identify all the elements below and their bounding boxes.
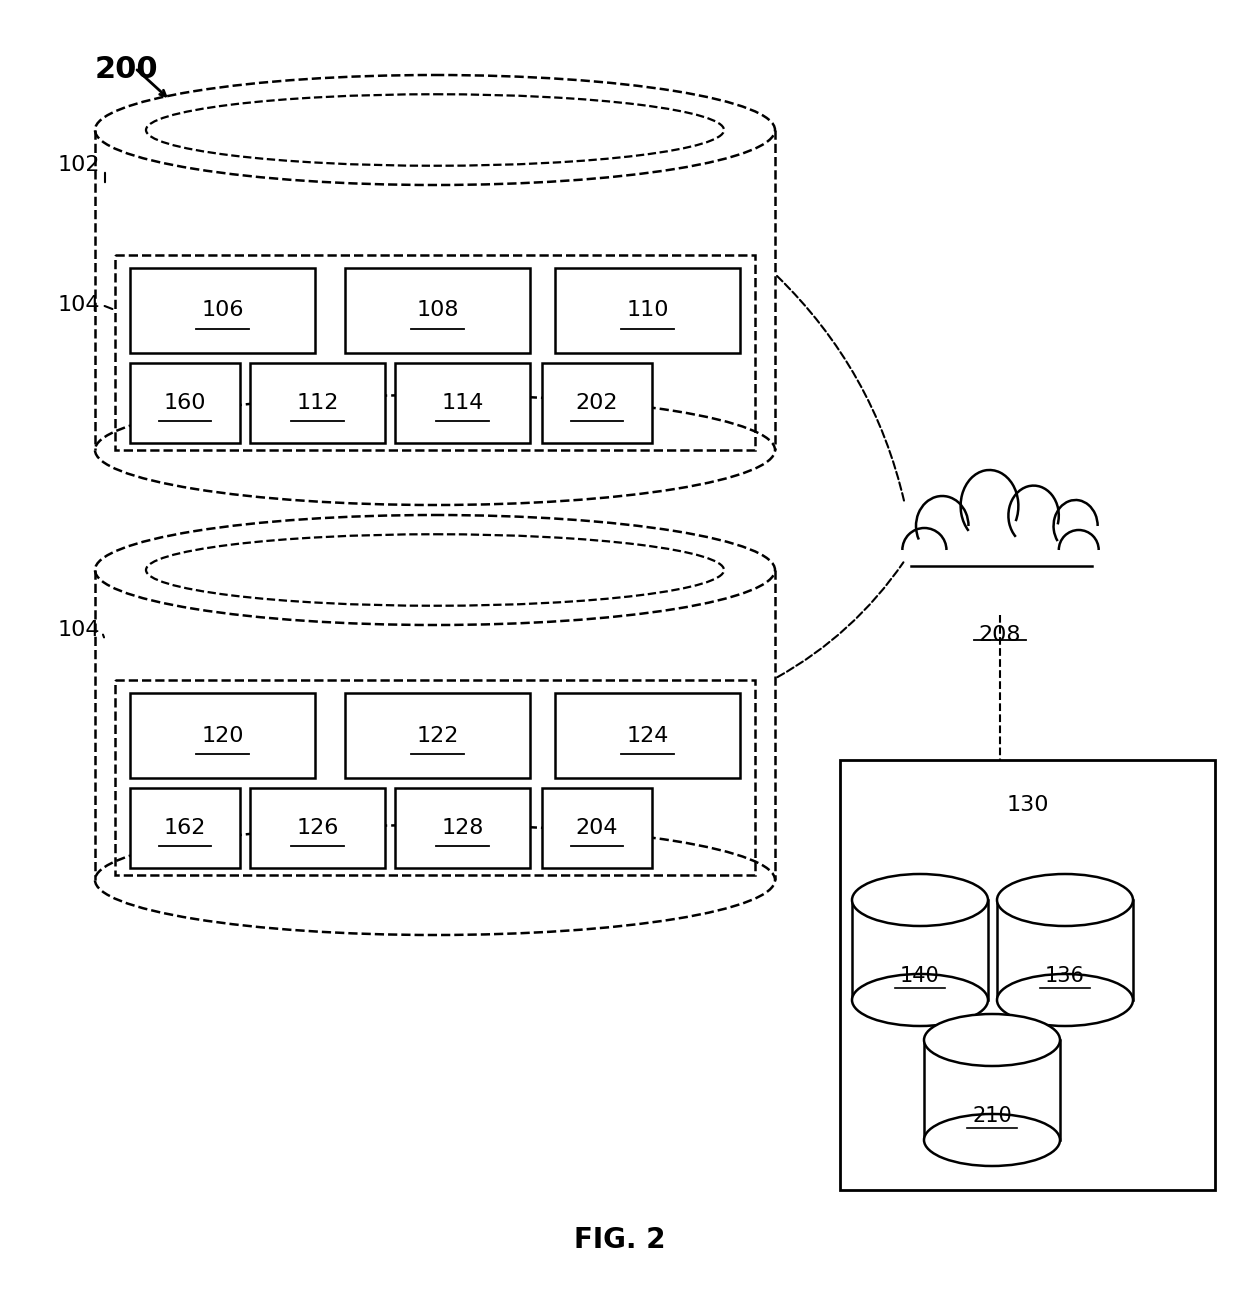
Text: 202: 202 xyxy=(575,393,619,413)
Bar xyxy=(115,680,755,875)
Bar xyxy=(130,363,241,443)
Text: 208: 208 xyxy=(978,625,1022,645)
Ellipse shape xyxy=(95,515,775,625)
Text: 160: 160 xyxy=(164,393,206,413)
Ellipse shape xyxy=(852,975,988,1026)
Text: 204: 204 xyxy=(575,818,619,839)
Ellipse shape xyxy=(997,874,1133,927)
Text: 126: 126 xyxy=(296,818,339,839)
Text: 120: 120 xyxy=(201,726,244,745)
Bar xyxy=(130,693,315,778)
Bar xyxy=(997,899,1133,1001)
Text: 112: 112 xyxy=(296,393,339,413)
Bar xyxy=(556,268,740,353)
Text: 130: 130 xyxy=(1006,794,1049,815)
Bar xyxy=(396,363,529,443)
Text: 124: 124 xyxy=(626,726,668,745)
Text: 210: 210 xyxy=(972,1105,1012,1126)
Text: FIG. 2: FIG. 2 xyxy=(574,1226,666,1255)
Bar xyxy=(852,899,988,1001)
Ellipse shape xyxy=(924,1013,1060,1067)
Bar xyxy=(130,788,241,868)
Text: 104: 104 xyxy=(57,619,100,640)
Text: 106: 106 xyxy=(201,301,244,320)
Ellipse shape xyxy=(852,874,988,927)
Bar xyxy=(115,255,755,450)
Text: 108: 108 xyxy=(417,301,459,320)
Ellipse shape xyxy=(997,975,1133,1026)
Bar xyxy=(250,363,384,443)
Text: 200: 200 xyxy=(95,54,159,84)
Ellipse shape xyxy=(95,75,775,185)
Bar xyxy=(130,268,315,353)
Bar xyxy=(542,363,652,443)
Text: 162: 162 xyxy=(164,818,206,839)
Text: 102: 102 xyxy=(57,156,100,175)
Text: 140: 140 xyxy=(900,966,940,986)
Text: 110: 110 xyxy=(626,301,668,320)
Text: 128: 128 xyxy=(441,818,484,839)
Bar xyxy=(542,788,652,868)
Bar xyxy=(396,788,529,868)
Bar xyxy=(250,788,384,868)
Text: 122: 122 xyxy=(417,726,459,745)
Ellipse shape xyxy=(924,1115,1060,1166)
Bar xyxy=(345,693,529,778)
Text: 104: 104 xyxy=(57,295,100,315)
Text: 136: 136 xyxy=(1045,966,1085,986)
Bar xyxy=(556,693,740,778)
Text: 114: 114 xyxy=(441,393,484,413)
Bar xyxy=(839,759,1215,1190)
Bar xyxy=(345,268,529,353)
Bar xyxy=(924,1039,1060,1140)
